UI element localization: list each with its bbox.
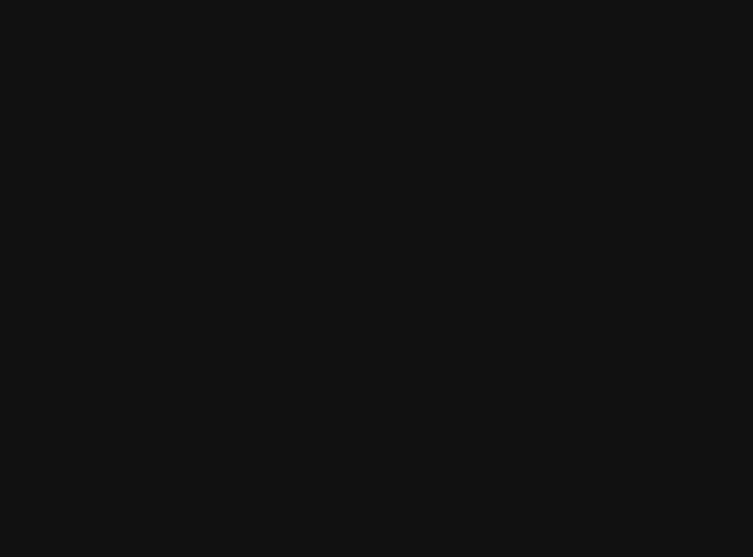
Polygon shape: [0, 0, 729, 557]
Polygon shape: [449, 0, 753, 557]
Polygon shape: [0, 0, 113, 557]
Ellipse shape: [123, 0, 433, 305]
Bar: [248, 0, 698, 557]
Polygon shape: [0, 0, 401, 557]
Polygon shape: [0, 0, 257, 557]
Polygon shape: [0, 0, 681, 557]
Polygon shape: [352, 0, 753, 557]
Bar: [184, 0, 569, 501]
Bar: [184, 0, 569, 314]
Polygon shape: [0, 0, 160, 557]
Polygon shape: [401, 0, 753, 557]
Polygon shape: [641, 0, 753, 557]
Polygon shape: [0, 0, 633, 557]
Bar: [104, 0, 553, 557]
Bar: [184, 0, 569, 262]
Polygon shape: [0, 0, 305, 557]
Polygon shape: [0, 0, 353, 557]
Ellipse shape: [57, 0, 367, 305]
Bar: [56, 0, 506, 557]
Polygon shape: [73, 0, 753, 557]
Bar: [8, 0, 458, 557]
Bar: [0, 67, 184, 546]
Ellipse shape: [321, 0, 631, 305]
Bar: [200, 0, 650, 557]
Bar: [152, 0, 602, 557]
Ellipse shape: [189, 0, 498, 305]
Polygon shape: [593, 0, 753, 557]
Polygon shape: [121, 0, 753, 557]
Polygon shape: [545, 0, 753, 557]
Ellipse shape: [255, 0, 565, 305]
Ellipse shape: [387, 0, 697, 305]
Bar: [20, 70, 569, 501]
Bar: [184, 70, 569, 557]
Polygon shape: [0, 0, 209, 557]
Bar: [184, 70, 734, 501]
Polygon shape: [497, 0, 753, 557]
Polygon shape: [25, 0, 753, 557]
Bar: [184, 0, 569, 365]
Bar: [569, 67, 753, 546]
Bar: [296, 0, 746, 557]
